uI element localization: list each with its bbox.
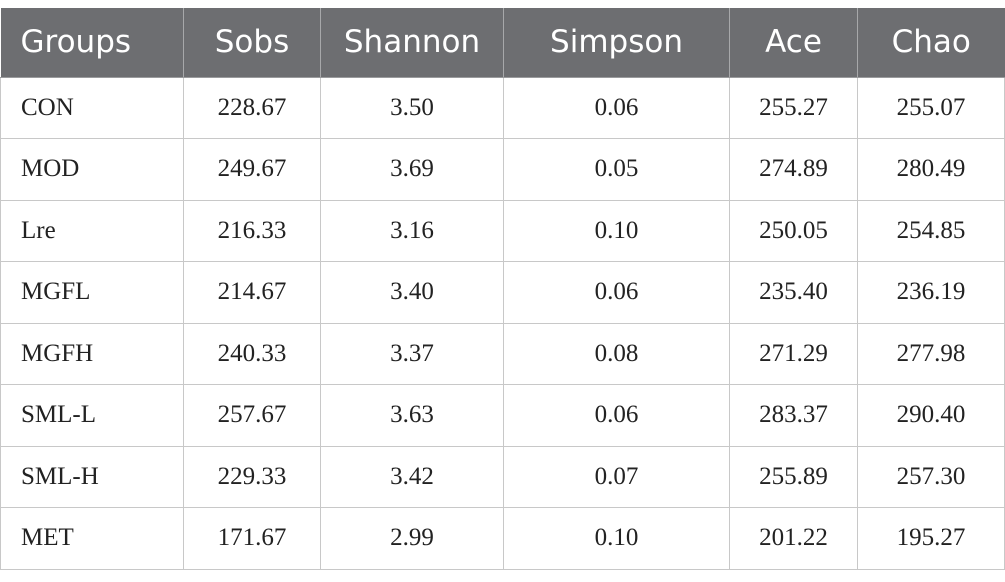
cell-sobs: 216.33 [183, 200, 321, 262]
cell-shannon: 3.16 [320, 200, 504, 262]
cell-ace: 201.22 [729, 507, 858, 570]
cell-chao: 277.98 [857, 323, 1005, 385]
cell-simpson: 0.06 [503, 384, 730, 447]
cell-sobs: 229.33 [183, 446, 321, 508]
cell-group: Lre [0, 200, 184, 262]
cell-group: CON [0, 77, 184, 139]
cell-group: MOD [0, 138, 184, 201]
cell-group: MGFH [0, 323, 184, 385]
table-row: MGFL 214.67 3.40 0.06 235.40 236.19 [0, 261, 1005, 324]
cell-simpson: 0.10 [503, 200, 730, 262]
header-row: Groups Sobs Shannon Simpson Ace Chao [0, 8, 1005, 78]
cell-group: MGFL [0, 261, 184, 324]
cell-sobs: 228.67 [183, 77, 321, 139]
cell-chao: 254.85 [857, 200, 1005, 262]
cell-chao: 290.40 [857, 384, 1005, 447]
header-chao: Chao [857, 8, 1005, 78]
cell-ace: 255.27 [729, 77, 858, 139]
header-shannon: Shannon [320, 8, 504, 78]
cell-simpson: 0.05 [503, 138, 730, 201]
table-row: MOD 249.67 3.69 0.05 274.89 280.49 [0, 138, 1005, 201]
cell-sobs: 240.33 [183, 323, 321, 385]
cell-shannon: 3.63 [320, 384, 504, 447]
cell-ace: 250.05 [729, 200, 858, 262]
cell-sobs: 171.67 [183, 507, 321, 570]
table-row: SML-H 229.33 3.42 0.07 255.89 257.30 [0, 446, 1005, 508]
table-row: MGFH 240.33 3.37 0.08 271.29 277.98 [0, 323, 1005, 385]
cell-chao: 255.07 [857, 77, 1005, 139]
cell-simpson: 0.06 [503, 77, 730, 139]
cell-chao: 195.27 [857, 507, 1005, 570]
cell-sobs: 214.67 [183, 261, 321, 324]
cell-sobs: 257.67 [183, 384, 321, 447]
table-row: MET 171.67 2.99 0.10 201.22 195.27 [0, 507, 1005, 570]
cell-shannon: 3.50 [320, 77, 504, 139]
cell-group: SML-H [0, 446, 184, 508]
cell-ace: 255.89 [729, 446, 858, 508]
cell-ace: 235.40 [729, 261, 858, 324]
cell-ace: 271.29 [729, 323, 858, 385]
table-row: CON 228.67 3.50 0.06 255.27 255.07 [0, 77, 1005, 139]
cell-simpson: 0.07 [503, 446, 730, 508]
cell-shannon: 3.37 [320, 323, 504, 385]
table-row: Lre 216.33 3.16 0.10 250.05 254.85 [0, 200, 1005, 262]
cell-group: SML-L [0, 384, 184, 447]
cell-sobs: 249.67 [183, 138, 321, 201]
cell-chao: 280.49 [857, 138, 1005, 201]
diversity-table: Groups Sobs Shannon Simpson Ace Chao CON… [0, 8, 1005, 570]
cell-simpson: 0.08 [503, 323, 730, 385]
cell-simpson: 0.10 [503, 507, 730, 570]
cell-shannon: 2.99 [320, 507, 504, 570]
cell-ace: 274.89 [729, 138, 858, 201]
cell-shannon: 3.69 [320, 138, 504, 201]
header-simpson: Simpson [503, 8, 730, 78]
header-ace: Ace [729, 8, 858, 78]
cell-chao: 236.19 [857, 261, 1005, 324]
cell-ace: 283.37 [729, 384, 858, 447]
cell-chao: 257.30 [857, 446, 1005, 508]
table-row: SML-L 257.67 3.63 0.06 283.37 290.40 [0, 384, 1005, 447]
header-groups: Groups [0, 8, 184, 78]
cell-shannon: 3.40 [320, 261, 504, 324]
cell-simpson: 0.06 [503, 261, 730, 324]
cell-shannon: 3.42 [320, 446, 504, 508]
header-sobs: Sobs [183, 8, 321, 78]
cell-group: MET [0, 507, 184, 570]
